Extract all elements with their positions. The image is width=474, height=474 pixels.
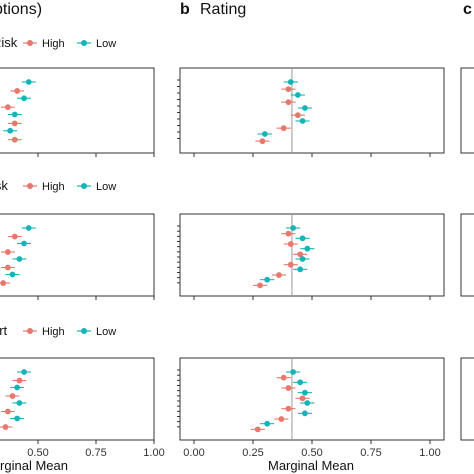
legend-high-label-0: High	[42, 38, 65, 50]
panel-b-point-0-1-2	[302, 105, 308, 111]
panel-a-point-0-1-3	[7, 127, 14, 134]
panel-b-xtick-label-4: 1.00	[419, 447, 440, 459]
legend-title-0: Risk	[0, 35, 18, 50]
panel-b-point-2-1-3	[304, 400, 311, 406]
panel-b-point-0-0-1	[285, 99, 292, 106]
legend-high-label-1: High	[42, 181, 65, 193]
panel-b-xtick-label-0: 0.00	[183, 447, 204, 459]
legend-high-marker-0	[27, 40, 33, 46]
panel-a-point-2-1-1	[14, 384, 21, 391]
panel-a-point-1-0-3	[0, 280, 7, 286]
panel-b-point-1-0-0	[285, 230, 292, 237]
panel-a-xtick-label-0: 0.50	[27, 447, 48, 459]
panel-b-point-2-1-2	[302, 389, 308, 396]
legend-low-label-1: Low	[96, 181, 116, 193]
panel-b-point-2-1-4	[302, 410, 308, 417]
panel-a-point-1-1-0	[25, 225, 32, 231]
panel-b-xlabel: Marginal Mean	[268, 458, 354, 473]
panel-a-point-0-0-3	[11, 136, 18, 143]
panel-b-point-0-1-3	[299, 118, 306, 124]
panel-a-facet-frame-2	[0, 357, 155, 441]
panel-b-point-1-1-1	[299, 235, 306, 242]
panel-b-point-0-0-3	[280, 125, 287, 132]
panel-a-xtick-label-1: 0.75	[85, 447, 106, 459]
panel-b-xtick-label-1: 0.25	[242, 447, 263, 459]
panel-a-xtick-label-2: 1.00	[143, 447, 164, 459]
panel-b-facet-frame-1	[179, 213, 445, 297]
panel-c-letter: c	[463, 1, 472, 18]
panel-b-point-2-0-2	[299, 395, 306, 402]
panel-a-point-2-0-0	[16, 377, 23, 384]
panel-b-point-2-1-5	[264, 420, 271, 427]
panel-a-title: ptions)	[0, 1, 42, 18]
panel-a-point-2-1-0	[21, 369, 27, 375]
legend-title-2: ort	[0, 323, 8, 338]
panel-b-point-0-0-2	[294, 112, 301, 119]
panel-b-facet-frame-0	[179, 67, 445, 154]
legend-high-marker-1	[27, 183, 33, 189]
panel-b-point-2-1-1	[297, 379, 304, 386]
panel-a-point-1-1-2	[16, 256, 23, 262]
panel-a-point-2-1-2	[16, 400, 23, 406]
panel-b-point-2-0-5	[254, 426, 261, 433]
legend-low-marker-0	[81, 40, 87, 46]
panel-a-xlabel: Marginal Mean	[0, 458, 68, 473]
panel-a-point-0-1-0	[25, 79, 32, 85]
panel-b-point-0-0-4	[259, 138, 266, 145]
legend-high-marker-2	[27, 328, 33, 334]
panel-c-facet-frame-2	[460, 357, 474, 441]
panel-b-point-2-0-1	[285, 385, 292, 391]
panel-a-point-1-0-0	[11, 233, 18, 240]
panel-a-point-2-1-3	[14, 415, 21, 422]
panel-b-point-1-1-0	[290, 225, 297, 231]
panel-a-point-1-1-1	[21, 240, 27, 247]
legend-title-1: isk	[0, 178, 8, 193]
panel-a-facet-frame-0	[0, 67, 155, 154]
panel-a-point-1-0-2	[4, 264, 11, 271]
panel-b-letter: b	[180, 1, 190, 18]
panel-b-point-1-1-5	[264, 276, 271, 283]
panel-b-point-1-1-4	[297, 266, 304, 273]
panel-a-point-0-1-2	[11, 111, 18, 118]
panel-b-point-1-1-2	[304, 245, 311, 252]
legend-low-marker-2	[81, 328, 87, 334]
panel-b-point-0-0-0	[285, 86, 292, 93]
panel-b-xtick-label-3: 0.75	[360, 447, 381, 459]
panel-c-facet-frame-1	[460, 213, 474, 297]
panel-b-title: Rating	[200, 1, 246, 18]
panel-b-point-1-0-1	[287, 241, 294, 247]
panel-b-facet-frame-2	[179, 357, 445, 441]
panel-b-point-1-0-2	[297, 251, 304, 258]
panel-b-point-1-0-3	[287, 261, 294, 268]
panel-b-point-1-0-5	[257, 282, 263, 289]
panel-c-facet-frame-0	[460, 67, 474, 154]
panel-a-point-1-0-1	[4, 249, 11, 255]
panel-b-point-2-0-0	[280, 374, 287, 381]
panel-b-xtick-label-2: 0.50	[301, 447, 322, 459]
panel-b-point-2-0-4	[278, 416, 285, 422]
panel-a-point-2-0-1	[9, 393, 16, 399]
panel-a-point-0-0-0	[14, 88, 21, 94]
panel-a-point-0-0-2	[11, 120, 18, 127]
panel-b-point-1-1-3	[299, 256, 306, 262]
panel-b-point-0-1-1	[294, 92, 301, 98]
panel-b-point-0-1-0	[287, 79, 294, 85]
panel-b-point-0-1-4	[261, 131, 268, 137]
panel-a-point-1-1-3	[9, 271, 16, 278]
panel-b-point-1-0-4	[276, 272, 282, 278]
panel-a-facet-frame-1	[0, 213, 155, 297]
panel-a-point-0-1-1	[21, 95, 27, 102]
panel-b-point-2-0-3	[285, 405, 292, 412]
panel-b-point-2-1-0	[290, 369, 297, 375]
legend-low-label-2: Low	[96, 326, 116, 338]
legend-low-label-0: Low	[96, 38, 116, 50]
legend-high-label-2: High	[42, 326, 65, 338]
panel-a-point-2-0-2	[4, 408, 11, 415]
legend-low-marker-1	[81, 183, 87, 189]
panel-a-point-0-0-1	[4, 104, 11, 111]
plot-area: Risk High Low isk High Low 0.50 0.75 1.00 ort High…	[0, 35, 474, 459]
panel-a-point-2-0-3	[2, 424, 9, 430]
